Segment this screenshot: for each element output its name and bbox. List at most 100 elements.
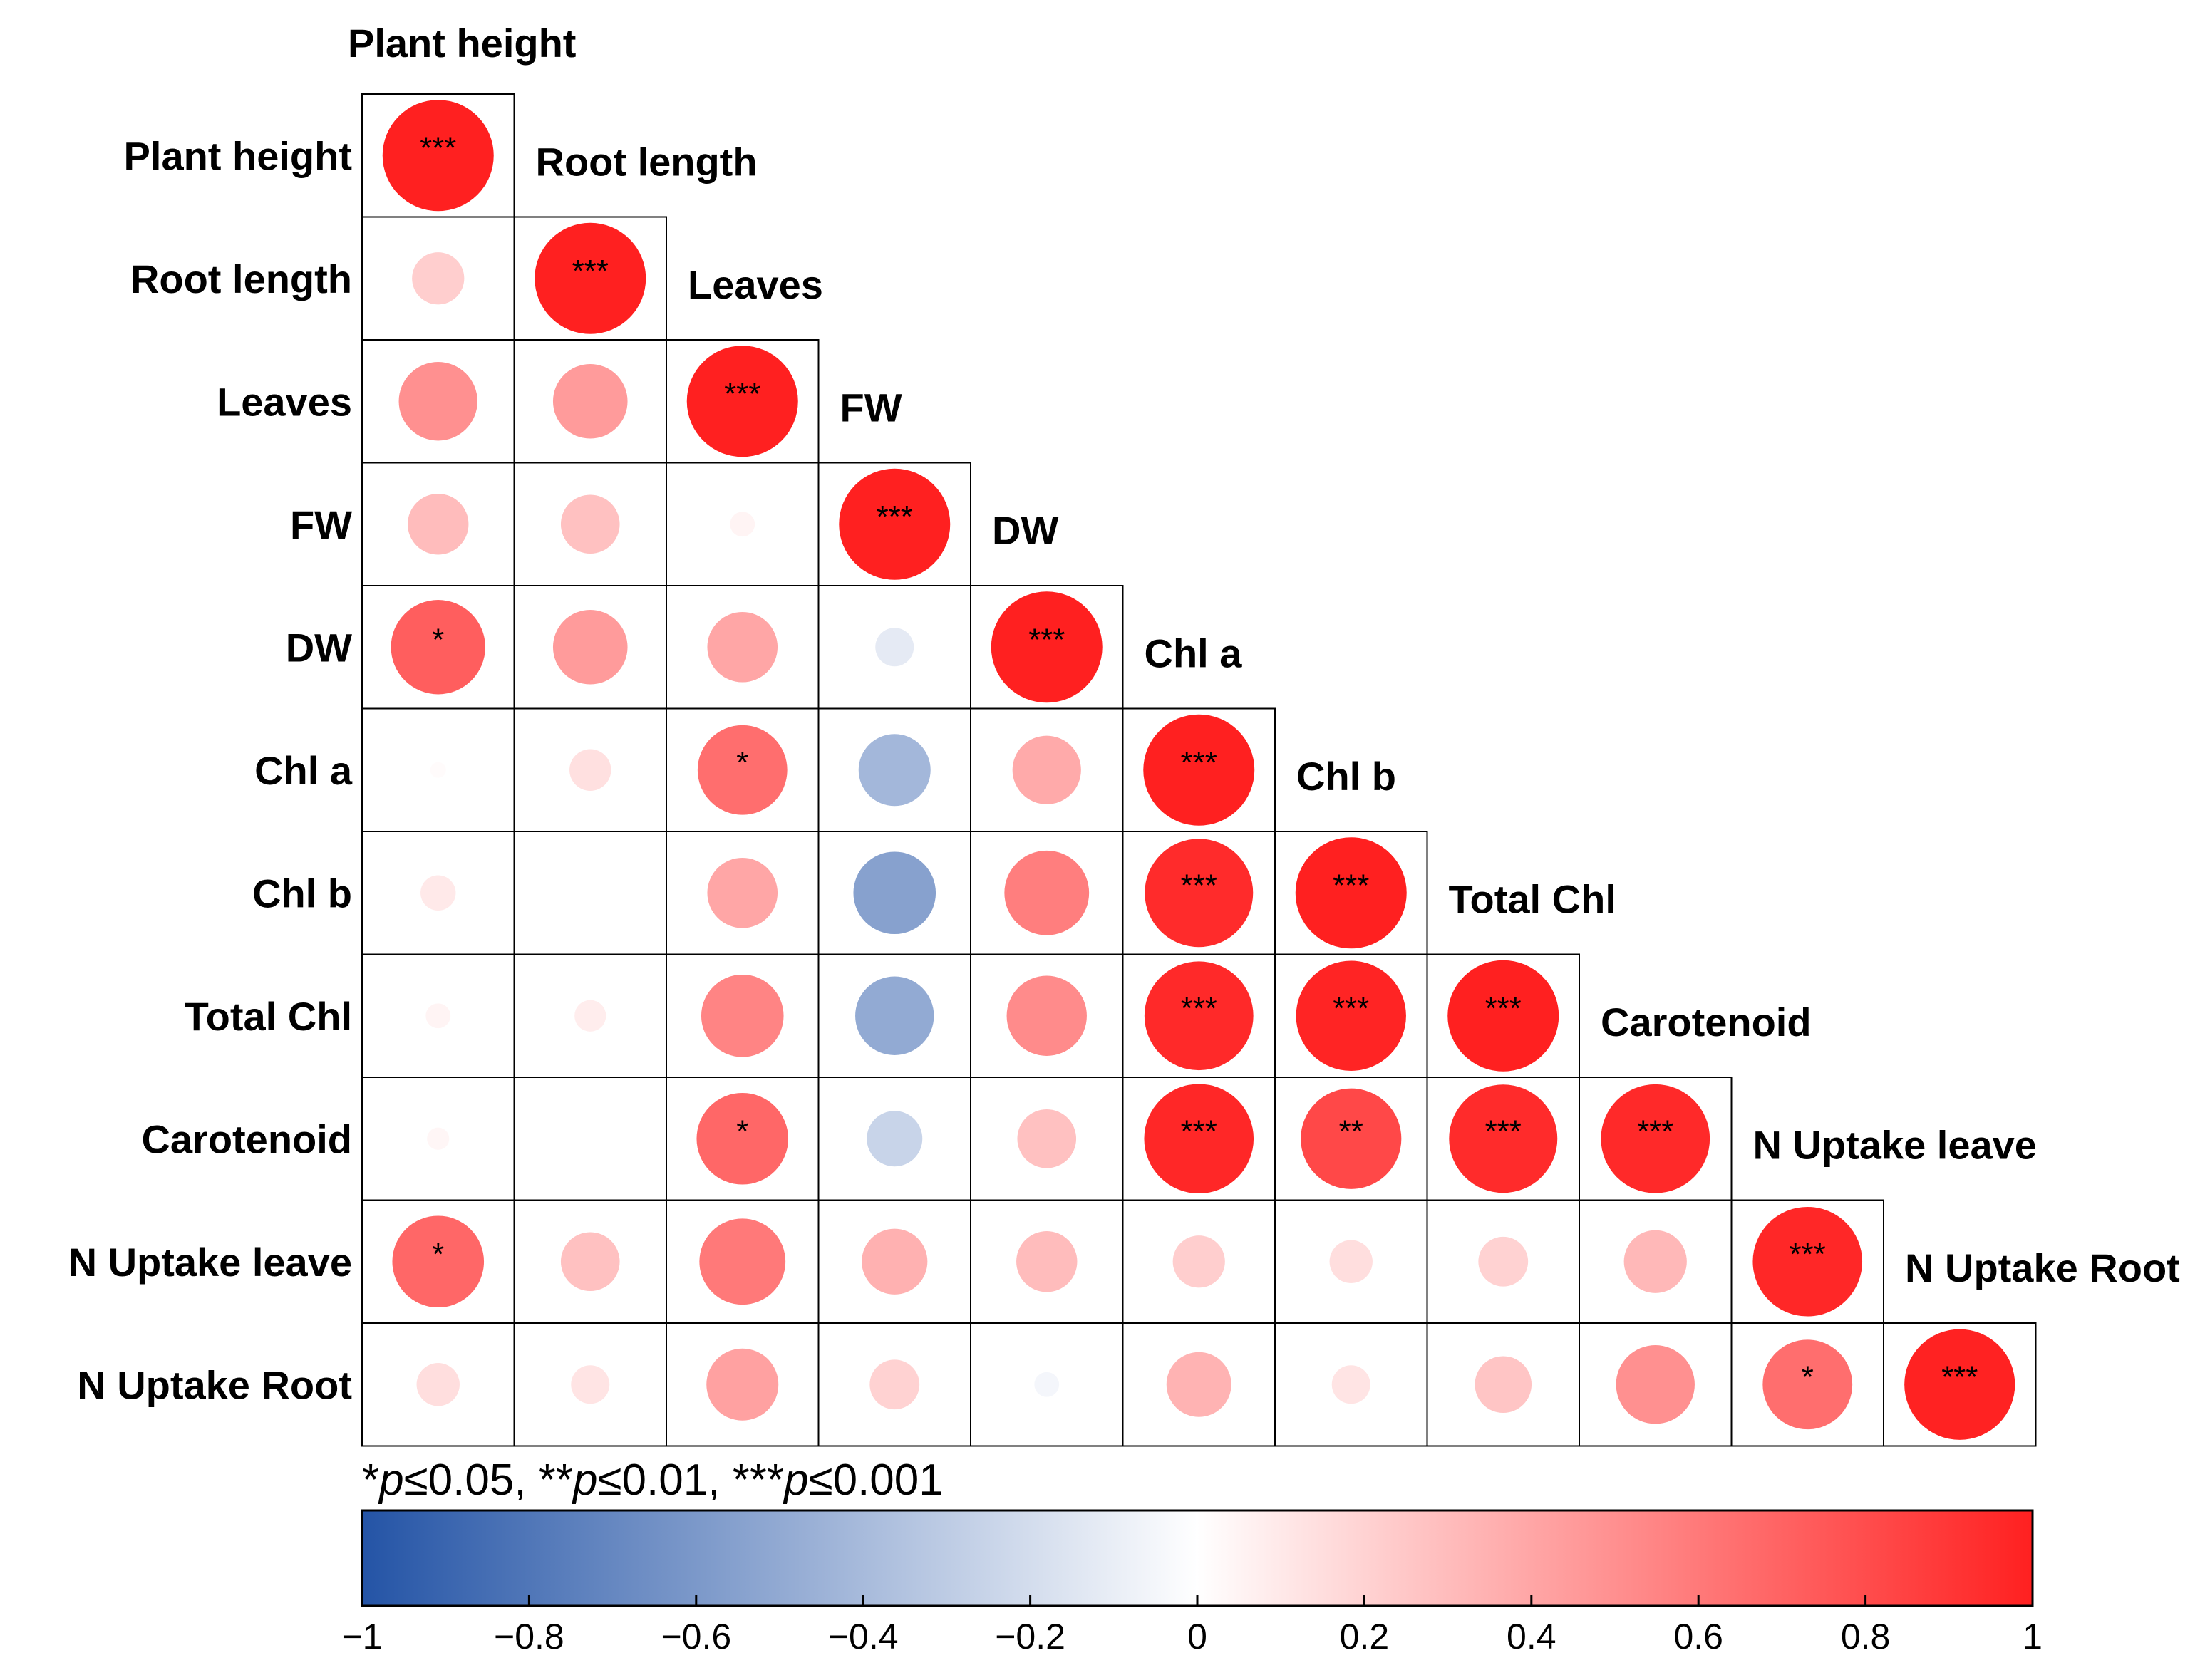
significance-marker: *** [1333, 868, 1369, 903]
colorbar-tick-label: −0.8 [494, 1617, 564, 1656]
matrix-cell [513, 1077, 667, 1201]
correlation-circle [701, 974, 784, 1057]
correlation-circle [420, 875, 456, 911]
column-label: Total Chl [1449, 876, 1616, 921]
correlation-circle [706, 1348, 779, 1421]
row-label: Plant height [124, 133, 352, 178]
significance-marker: *** [1181, 868, 1217, 903]
significance-marker: *** [877, 499, 913, 534]
correlation-circle [1329, 1240, 1373, 1283]
correlation-circle [1904, 1329, 2015, 1440]
colorbar: −1 −0.8 −0.6 −0.4 −0.2 0 0.2 0.4 0.6 0.8 1 [341, 1509, 2043, 1656]
matrix-grid [361, 93, 2037, 1447]
correlation-circle [730, 512, 755, 537]
row-label: Carotenoid [141, 1116, 352, 1161]
colorbar-tick-label: 0.2 [1340, 1617, 1390, 1656]
correlation-circle [560, 494, 620, 554]
colorbar-tick-label: −1 [341, 1617, 382, 1656]
correlation-circle [1016, 1231, 1078, 1292]
correlation-circle [382, 100, 494, 212]
correlation-circle [1301, 1088, 1402, 1189]
significance-marker: *** [1181, 991, 1217, 1026]
correlation-circle [1475, 1356, 1532, 1414]
correlation-circle [535, 222, 646, 334]
colorbar-tick-label: −0.2 [995, 1617, 1065, 1656]
correlation-circle [1623, 1230, 1687, 1293]
correlation-circle [1144, 961, 1254, 1071]
correlation-circle [1034, 1372, 1060, 1397]
column-label: Chl b [1296, 754, 1396, 799]
correlation-circle [408, 494, 469, 555]
colorbar-tick-label: −0.4 [828, 1617, 899, 1656]
significance-marker: *** [1485, 1114, 1522, 1148]
correlation-circle [686, 346, 798, 457]
correlation-circle [416, 1363, 460, 1406]
significance-marker: *** [1790, 1237, 1826, 1272]
correlation-circle [1172, 1235, 1225, 1288]
row-label: N Uptake Root [77, 1362, 352, 1407]
correlation-circle [875, 628, 914, 667]
correlation-circle [1145, 839, 1254, 948]
variable-labels: Plant height Root length Leaves FW DW Chl a Ch… [68, 21, 2180, 1407]
row-label: N Uptake leave [68, 1240, 352, 1285]
significance-marker: *** [1637, 1114, 1673, 1148]
significance-marker: * [432, 1237, 444, 1272]
row-label: Chl b [252, 871, 352, 916]
colorbar-tick-label: 0.6 [1673, 1617, 1723, 1656]
significance-marker: *** [724, 376, 760, 411]
correlation-circle [392, 1215, 485, 1308]
row-label: Root length [130, 256, 352, 301]
correlation-circle [858, 734, 931, 807]
correlation-circle [425, 1003, 451, 1029]
correlation-circle [1166, 1352, 1231, 1417]
column-label: Chl a [1145, 631, 1243, 675]
significance-marker: *** [1941, 1359, 1978, 1394]
correlation-circle [853, 851, 936, 935]
column-label: FW [840, 385, 902, 430]
correlation-circle [699, 1218, 786, 1305]
column-label: Plant height [348, 21, 576, 66]
column-label: Leaves [688, 262, 823, 307]
significance-marker: * [432, 622, 444, 657]
correlation-circle [839, 468, 951, 580]
correlation-circle [398, 362, 477, 441]
matrix-cell [1883, 1322, 2037, 1447]
significance-marker: *** [1485, 991, 1522, 1026]
row-label: FW [290, 502, 352, 547]
correlation-circle [696, 1092, 789, 1185]
row-label: DW [286, 625, 352, 670]
correlation-circle [991, 591, 1103, 703]
correlation-circle [569, 749, 611, 791]
correlation-circle [1752, 1206, 1863, 1317]
correlation-circle [1296, 960, 1406, 1071]
correlation-circle [560, 1232, 620, 1292]
correlation-circle [427, 1127, 450, 1150]
colorbar-tick-label: 0 [1187, 1617, 1207, 1656]
correlation-circle [855, 976, 934, 1055]
colorbar-ticks: −1 −0.8 −0.6 −0.4 −0.2 0 0.2 0.4 0.6 0.8 1 [341, 1595, 2043, 1656]
correlation-circle [1447, 960, 1559, 1072]
correlation-circle [869, 1359, 920, 1410]
significance-marker: *** [572, 254, 609, 289]
colorbar-gradient [361, 1509, 2034, 1607]
colorbar-tick-label: 0.8 [1841, 1617, 1891, 1656]
correlation-circle [862, 1228, 928, 1295]
correlation-circle [571, 1365, 610, 1404]
column-label: Carotenoid [1601, 1000, 1812, 1044]
correlation-circle [1143, 714, 1255, 826]
correlation-circle [1478, 1236, 1529, 1287]
significance-marker: * [736, 745, 748, 780]
correlation-circle [1331, 1365, 1370, 1404]
significance-marker: *** [1333, 991, 1369, 1026]
colorbar-tick-label: 0.4 [1507, 1617, 1556, 1656]
correlation-circle [1006, 975, 1087, 1056]
significance-marker: *** [1028, 622, 1065, 657]
correlation-circle [867, 1111, 923, 1167]
significance-marker: *** [1181, 1114, 1217, 1148]
correlation-circle [1762, 1339, 1853, 1430]
correlation-circles [382, 100, 2015, 1440]
correlation-circle [707, 611, 778, 683]
correlation-circle [1004, 850, 1090, 935]
colorbar-tick-label: −0.6 [661, 1617, 731, 1656]
